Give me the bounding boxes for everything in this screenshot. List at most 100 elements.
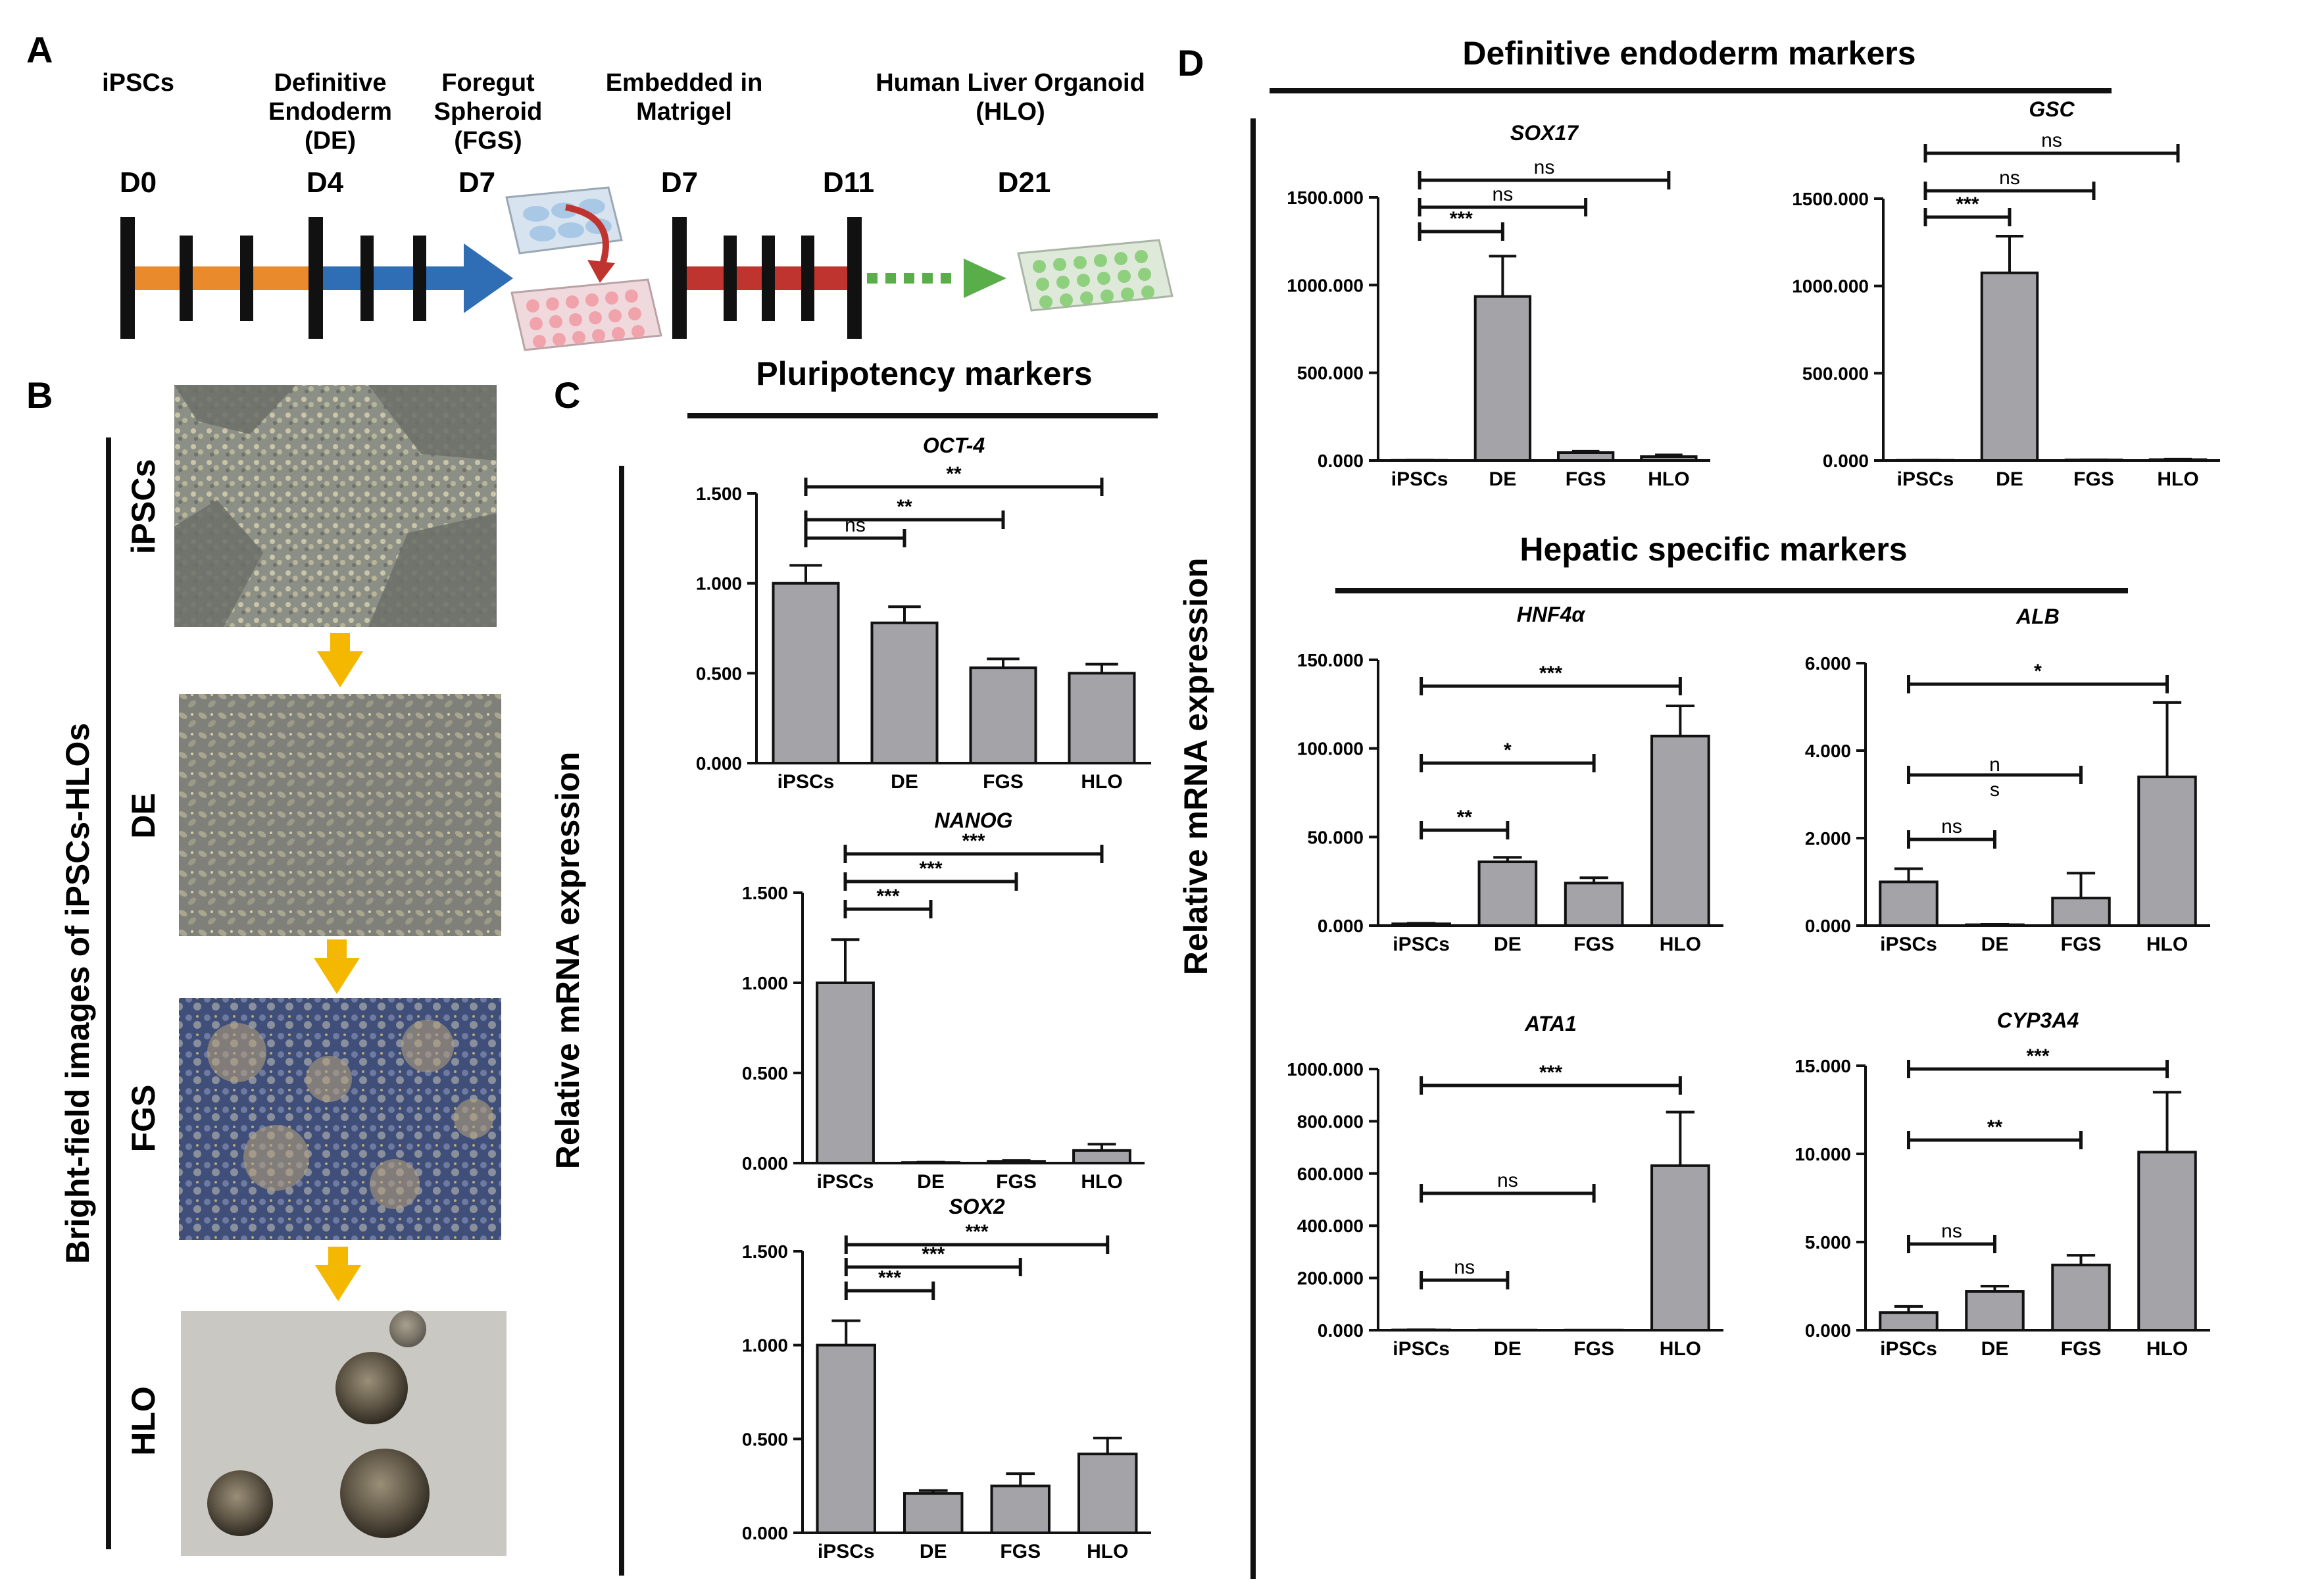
category-label: iPSCs bbox=[818, 1541, 875, 1562]
bar bbox=[990, 1484, 1051, 1535]
significance-label: ** bbox=[1457, 807, 1473, 828]
stage-line: Definitive bbox=[274, 69, 386, 97]
differentiation-timeline: iPSCs Definitive Endoderm (DE) Foregut Sphe… bbox=[102, 69, 1174, 351]
significance-line: n bbox=[1989, 754, 2000, 776]
significance-line: ns bbox=[1454, 1257, 1475, 1278]
y-tick-label: 15.000 bbox=[1794, 1056, 1851, 1076]
image-hlo-organoids bbox=[207, 1310, 430, 1538]
stage-bar-blue bbox=[316, 266, 467, 290]
transfer-arrowhead bbox=[587, 260, 615, 283]
stage-line: Spheroid bbox=[434, 98, 543, 126]
significance-label: ns bbox=[1534, 157, 1555, 178]
y-tick-label: 10.000 bbox=[1794, 1144, 1851, 1164]
category-label: iPSCs bbox=[817, 1171, 874, 1193]
stage-label: Definitive Endoderm (DE) bbox=[268, 69, 392, 155]
y-tick-label: 500.000 bbox=[1802, 363, 1869, 384]
category-label: DE bbox=[1996, 468, 2023, 490]
y-tick-label: 1.000 bbox=[742, 973, 788, 993]
y-tick-label: 600.000 bbox=[1297, 1164, 1364, 1184]
down-arrow-icon bbox=[314, 633, 363, 1301]
chart-title: SOX17 bbox=[1510, 121, 1579, 145]
significance-line: ** bbox=[897, 496, 912, 518]
significance-label: * bbox=[2034, 660, 2042, 682]
category-label: DE bbox=[920, 1541, 947, 1562]
bar bbox=[816, 982, 875, 1164]
stage-label: Foregut Spheroid (FGS) bbox=[434, 69, 543, 155]
category-label: iPSCs bbox=[1880, 1338, 1937, 1360]
significance-label: *** bbox=[962, 830, 985, 852]
category-label: HLO bbox=[1087, 1541, 1128, 1562]
bar bbox=[1980, 271, 2039, 462]
chart-sox2: SOX2 0.000 0.500 1.000 1.500 iPSCs DE FGS HLO ***… bbox=[742, 1195, 1151, 1562]
stage-label: Human Liver Organoid (HLO) bbox=[876, 69, 1145, 126]
significance-label: *** bbox=[1450, 208, 1473, 230]
y-tick-label: 1000.000 bbox=[1287, 275, 1364, 295]
significance-line: * bbox=[1504, 739, 1512, 761]
bar bbox=[1650, 734, 1710, 928]
day-label: D7 bbox=[458, 166, 495, 199]
y-tick-label: 2.000 bbox=[1805, 828, 1851, 849]
bar bbox=[1477, 860, 1538, 928]
day-label: D4 bbox=[307, 166, 344, 199]
significance-line: *** bbox=[965, 1221, 988, 1243]
bar bbox=[870, 621, 939, 764]
section-title-hepatic: Hepatic specific markers bbox=[1520, 531, 1907, 568]
stage-line: Matrigel bbox=[636, 98, 732, 126]
significance-line: *** bbox=[878, 1267, 901, 1289]
stage-line: (DE) bbox=[305, 127, 356, 155]
significance-line: ns bbox=[1941, 1220, 1962, 1242]
chart-title: SOX2 bbox=[949, 1195, 1005, 1218]
category-label: DE bbox=[1494, 1338, 1521, 1360]
day-label: D7 bbox=[661, 166, 698, 199]
significance-label: ns bbox=[1941, 816, 1962, 837]
significance-label: *** bbox=[1956, 193, 1979, 215]
y-tick-label: 500.000 bbox=[1297, 363, 1364, 384]
section-title-endoderm: Definitive endoderm markers bbox=[1462, 35, 1916, 72]
category-label: FGS bbox=[1573, 934, 1614, 955]
ylabel-panel-d: Relative mRNA expression bbox=[1177, 558, 1214, 976]
category-label: DE bbox=[891, 771, 918, 793]
bar bbox=[1879, 1311, 1939, 1332]
significance-line: ** bbox=[946, 463, 962, 485]
significance-label: *** bbox=[878, 1267, 901, 1289]
category-label: FGS bbox=[983, 771, 1024, 793]
significance-label: ns bbox=[2041, 130, 2062, 151]
significance-label: ns bbox=[1941, 1220, 1962, 1242]
stage-label: Embedded in Matrigel bbox=[606, 69, 763, 126]
category-label: iPSCs bbox=[1880, 934, 1937, 955]
significance-line: *** bbox=[876, 885, 899, 907]
day-label: D11 bbox=[823, 166, 874, 199]
chart-oct-4: OCT-4 0.000 0.500 1.000 1.500 iPSCs DE FGS HLO ns… bbox=[696, 434, 1151, 793]
chart-cyp3a4: CYP3A4 0.000 5.000 10.000 15.000 iPSCs DE FGS HL… bbox=[1794, 1009, 2210, 1360]
stage-line: Embedded in bbox=[606, 69, 763, 97]
category-label: DE bbox=[1981, 934, 2009, 955]
category-label: FGS bbox=[1000, 1541, 1041, 1562]
category-label: HLO bbox=[1660, 1338, 1701, 1360]
y-tick-label: 1500.000 bbox=[1792, 189, 1869, 209]
category-label: FGS bbox=[2061, 1338, 2102, 1360]
bar bbox=[1072, 1149, 1131, 1164]
category-label: iPSCs bbox=[1897, 468, 1954, 490]
significance-label: *** bbox=[2026, 1045, 2049, 1067]
y-tick-label: 0.500 bbox=[696, 663, 742, 684]
category-label: DE bbox=[1489, 468, 1517, 490]
bar bbox=[2137, 1151, 2197, 1332]
category-label: HLO bbox=[2146, 1338, 2188, 1360]
significance-line: *** bbox=[919, 858, 942, 880]
red-well-plate-icon bbox=[510, 278, 662, 351]
y-tick-label: 6.000 bbox=[1805, 653, 1851, 674]
six-well-plate-icon bbox=[505, 186, 623, 255]
significance-line: *** bbox=[1539, 1062, 1562, 1083]
y-tick-label: 1.000 bbox=[696, 574, 742, 594]
panel-label-a: A bbox=[26, 29, 53, 70]
significance-label: ns bbox=[1454, 1257, 1475, 1278]
chart-title: ATA1 bbox=[1524, 1012, 1577, 1035]
stage-line: (HLO) bbox=[976, 98, 1045, 126]
chart-ata1: ATA1 0.000 200.000 400.000 600.000 800.000 100… bbox=[1287, 1012, 1723, 1360]
category-label: iPSCs bbox=[1393, 1338, 1450, 1360]
category-label: iPSCs bbox=[1393, 934, 1450, 955]
category-label: HLO bbox=[1081, 1171, 1122, 1193]
significance-label: ** bbox=[946, 463, 962, 485]
chart-title: HNF4α bbox=[1517, 603, 1586, 626]
significance-line: *** bbox=[922, 1243, 945, 1265]
